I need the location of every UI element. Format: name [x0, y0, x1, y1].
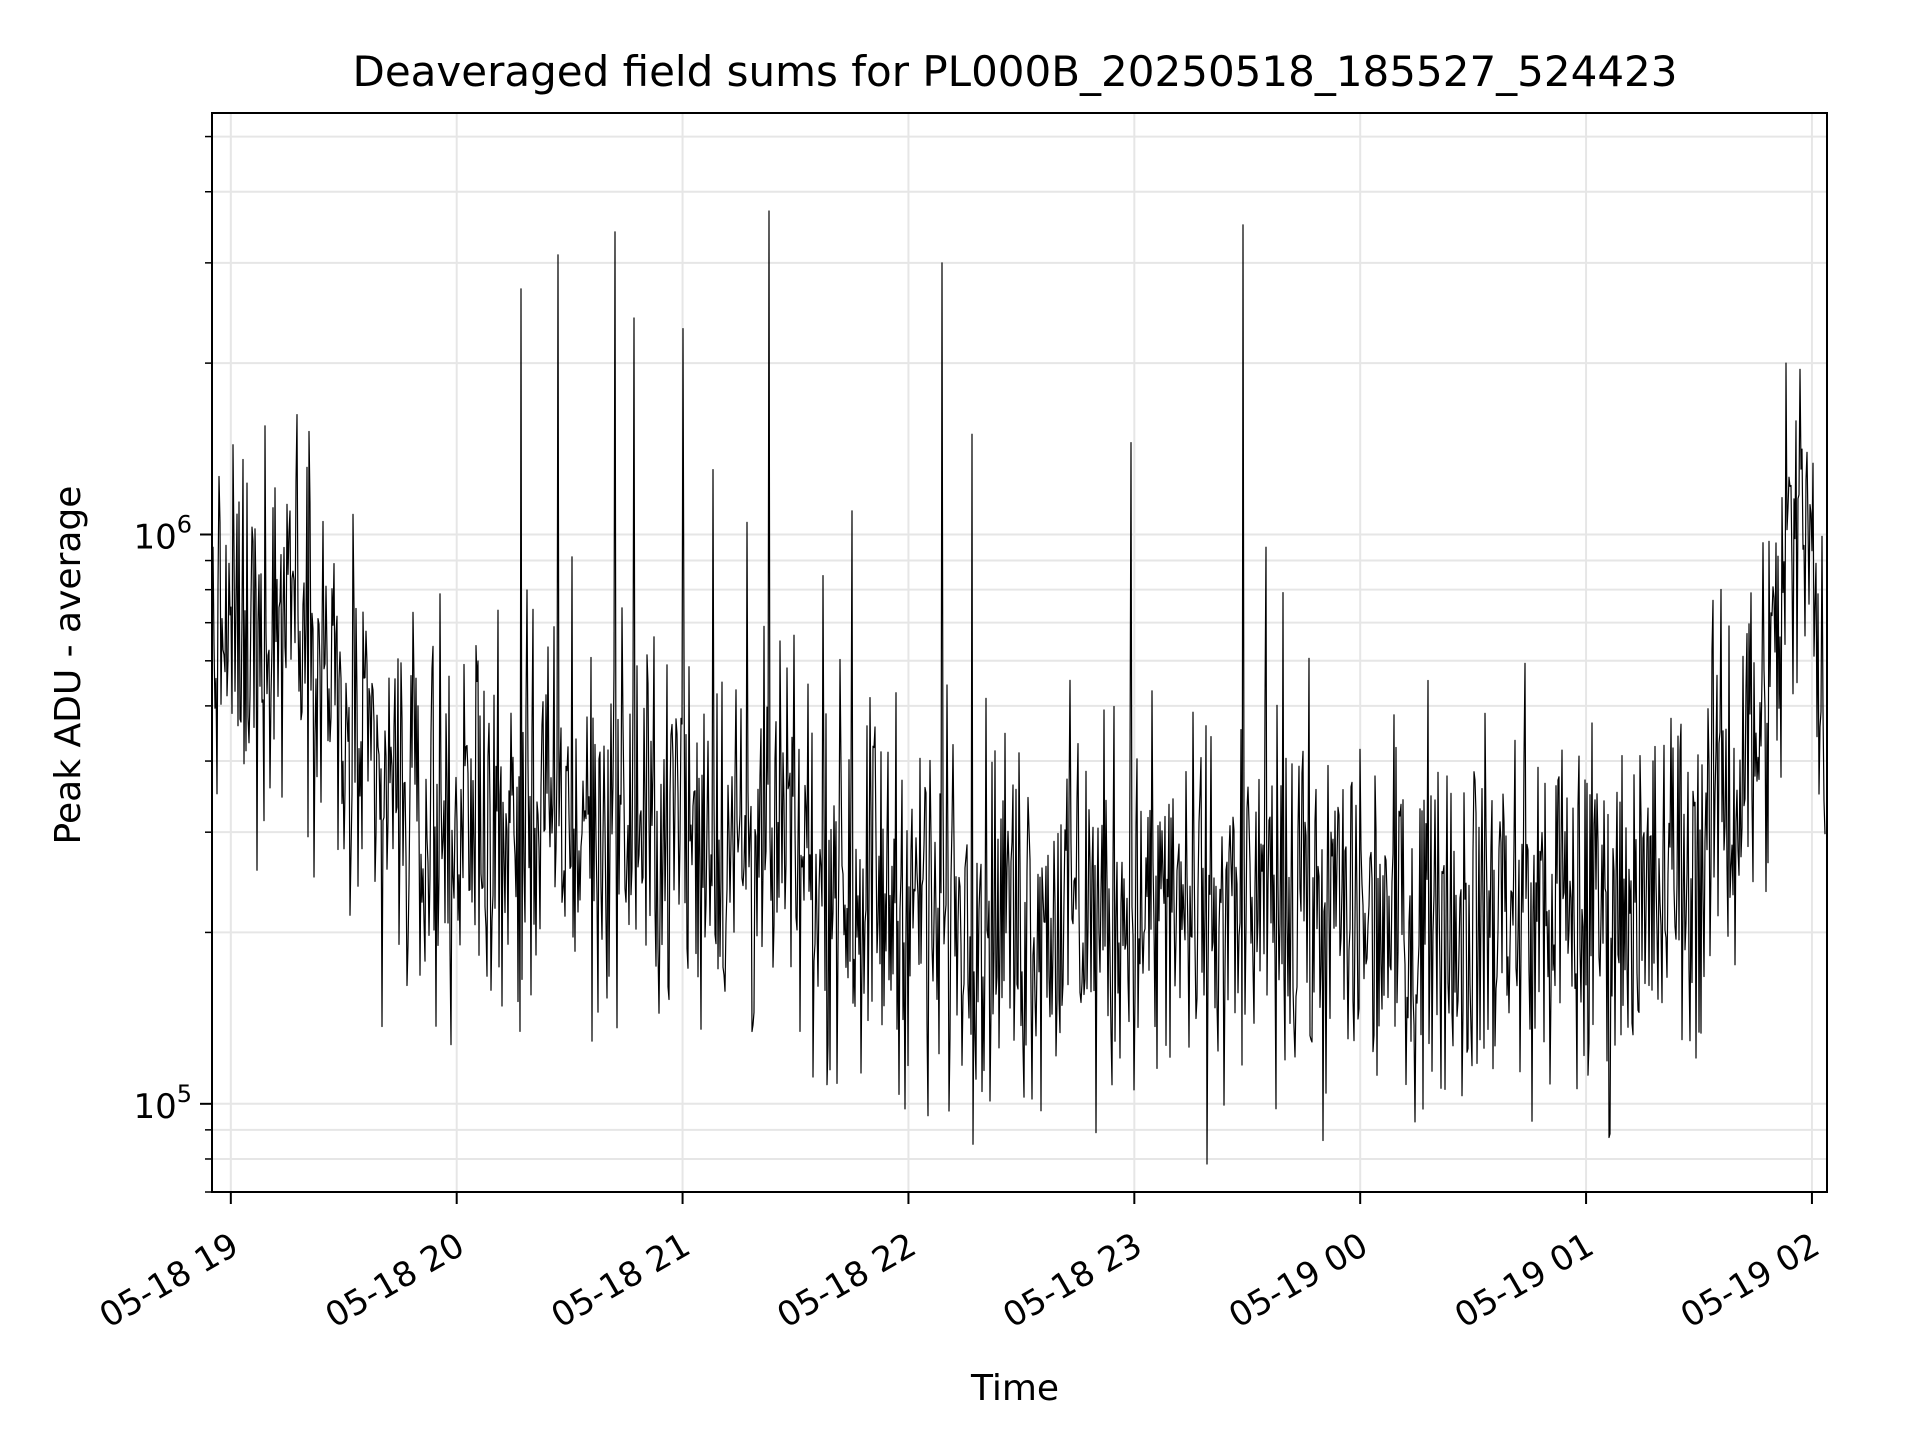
x-axis-label: Time [970, 1368, 1059, 1409]
chart-title: Deaveraged field sums for PL000B_2025051… [353, 47, 1678, 96]
plot-frame [211, 112, 1828, 1193]
x-tick-label: 05-18 20 [319, 1225, 471, 1336]
x-tick-label: 05-19 01 [1448, 1225, 1600, 1336]
grid [212, 113, 1827, 1193]
x-tick-label: 05-18 21 [545, 1225, 697, 1336]
x-tick-label: 05-19 02 [1674, 1225, 1826, 1336]
x-tick-label: 05-19 00 [1222, 1225, 1374, 1336]
ticks: 05-18 19 05-18 20 05-18 21 05-18 22 05-18 23… [93, 135, 1826, 1336]
x-tick-label: 05-18 19 [93, 1225, 245, 1336]
y-tick-label: 105 [133, 1080, 192, 1127]
x-tick-label: 05-18 23 [996, 1225, 1148, 1336]
x-tick-label: 05-18 22 [771, 1225, 923, 1336]
series-line [212, 210, 1826, 1165]
y-axis-label: Peak ADU - average [48, 486, 89, 845]
y-tick-label: 106 [133, 510, 192, 557]
